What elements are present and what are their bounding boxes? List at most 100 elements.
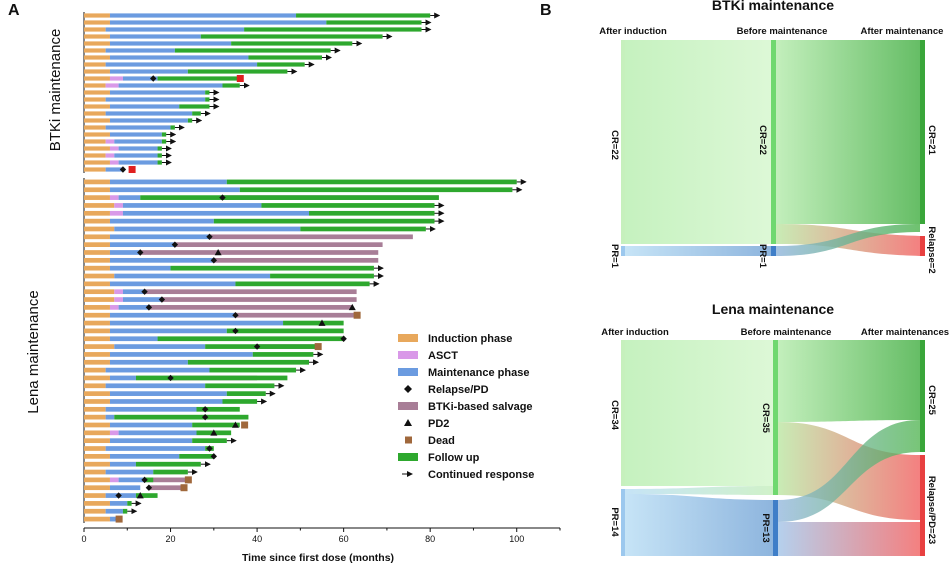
maintenance-bar	[114, 139, 162, 144]
maintenance-bar	[109, 250, 141, 255]
btki-node-pr-2	[771, 246, 776, 256]
induction-bar	[84, 501, 110, 506]
maintenance-bar	[109, 320, 284, 326]
maintenance-bar	[105, 383, 206, 389]
induction-bar	[84, 104, 110, 109]
relapse-marker	[340, 335, 347, 342]
followup-bar	[209, 367, 297, 373]
induction-bar	[84, 27, 106, 32]
pd2-marker	[214, 248, 222, 256]
salvage-bar	[144, 477, 188, 483]
maintenance-bar	[105, 406, 197, 412]
maintenance-bar	[109, 242, 175, 247]
induction-bar	[84, 179, 110, 185]
maintenance-bar	[109, 312, 236, 318]
maintenance-bar	[109, 118, 188, 123]
induction-bar	[84, 146, 110, 151]
induction-bar	[84, 125, 106, 130]
relapse-marker	[253, 343, 261, 350]
salvage-bar	[148, 305, 353, 310]
induction-bar	[84, 132, 110, 137]
salvage-bar	[140, 250, 379, 255]
followup-bar	[157, 153, 162, 158]
relapse-marker	[201, 413, 209, 421]
followup-bar	[326, 20, 422, 25]
induction-bar	[84, 242, 110, 247]
maintenance-bar	[122, 210, 310, 216]
relapse-marker	[137, 249, 144, 256]
maintenance-bar	[109, 41, 232, 46]
x-axis-label: Time since first dose (months)	[242, 552, 394, 564]
legend-swatch-dead	[405, 436, 412, 444]
induction-bar	[84, 320, 110, 326]
followup-bar	[135, 375, 288, 381]
relapse-marker	[206, 233, 213, 241]
maintenance-bar	[109, 20, 327, 25]
maintenance-bar	[109, 336, 158, 342]
btki-label-pr-1: PR=1	[609, 244, 620, 269]
relapse-marker	[210, 257, 218, 264]
maintenance-bar	[105, 414, 115, 420]
induction-bar	[84, 508, 106, 514]
followup-bar	[187, 69, 288, 74]
lena-flow-pr-cr	[625, 486, 773, 495]
relapse-marker	[232, 327, 239, 335]
legend-label-salvage: BTKi-based salvage	[428, 401, 533, 413]
lena-node-cr-1	[621, 340, 625, 486]
btki-node-cr-3	[920, 40, 925, 224]
lena-label-cr-3: CR=25	[926, 385, 937, 416]
induction-bar	[84, 187, 110, 193]
maintenance-bar	[109, 257, 214, 263]
maintenance-bar	[105, 48, 175, 53]
induction-bar	[84, 297, 115, 302]
dead-marker	[180, 484, 188, 492]
btki-node-cr-2	[771, 40, 776, 244]
legend-swatch-maintenance	[398, 368, 418, 376]
asct-bar	[114, 297, 123, 302]
followup-bar	[309, 210, 435, 216]
induction-bar	[84, 195, 110, 200]
maintenance-bar	[109, 422, 193, 428]
btki-flow-pr-cr	[776, 224, 920, 256]
lena-flow-pr-relapse	[778, 522, 920, 556]
induction-bar	[84, 41, 110, 46]
followup-bar	[244, 27, 422, 32]
followup-bar	[135, 493, 158, 498]
maintenance-bar	[118, 430, 197, 436]
induction-bar	[84, 344, 115, 349]
followup-bar	[200, 34, 383, 39]
dead-marker	[236, 75, 244, 82]
maintenance-bar	[109, 485, 141, 491]
relapse-marker	[158, 296, 166, 303]
btki-head-stage2: Before maintenance	[737, 26, 828, 37]
lena-label-cr-2: CR=35	[760, 403, 771, 434]
induction-bar	[84, 461, 110, 467]
asct-bar	[109, 430, 119, 436]
maintenance-bar	[122, 76, 158, 81]
followup-bar	[283, 320, 344, 326]
maintenance-bar	[109, 391, 227, 396]
maintenance-bar	[105, 27, 245, 32]
induction-bar	[84, 48, 106, 53]
induction-bar	[84, 414, 106, 420]
asct-bar	[105, 139, 115, 144]
induction-bar	[84, 83, 106, 88]
btki-label-pr-2: PR=1	[757, 244, 768, 269]
legend-label-continued: Continued response	[428, 469, 534, 481]
legend-label-dead: Dead	[428, 435, 455, 447]
followup-bar	[261, 203, 435, 208]
induction-bar	[84, 153, 106, 158]
salvage-bar	[144, 289, 357, 295]
induction-bar	[84, 305, 110, 310]
induction-bar	[84, 281, 110, 287]
salvage-bar	[148, 485, 184, 491]
relapse-marker	[145, 484, 153, 491]
followup-bar	[187, 359, 310, 365]
followup-bar	[270, 273, 374, 279]
legend-swatch-salvage	[398, 402, 418, 410]
btki-node-pr-1	[621, 246, 625, 256]
dead-marker	[314, 343, 322, 351]
btki-group-label: BTKi maintenance	[47, 29, 64, 152]
relapse-marker	[145, 304, 153, 311]
